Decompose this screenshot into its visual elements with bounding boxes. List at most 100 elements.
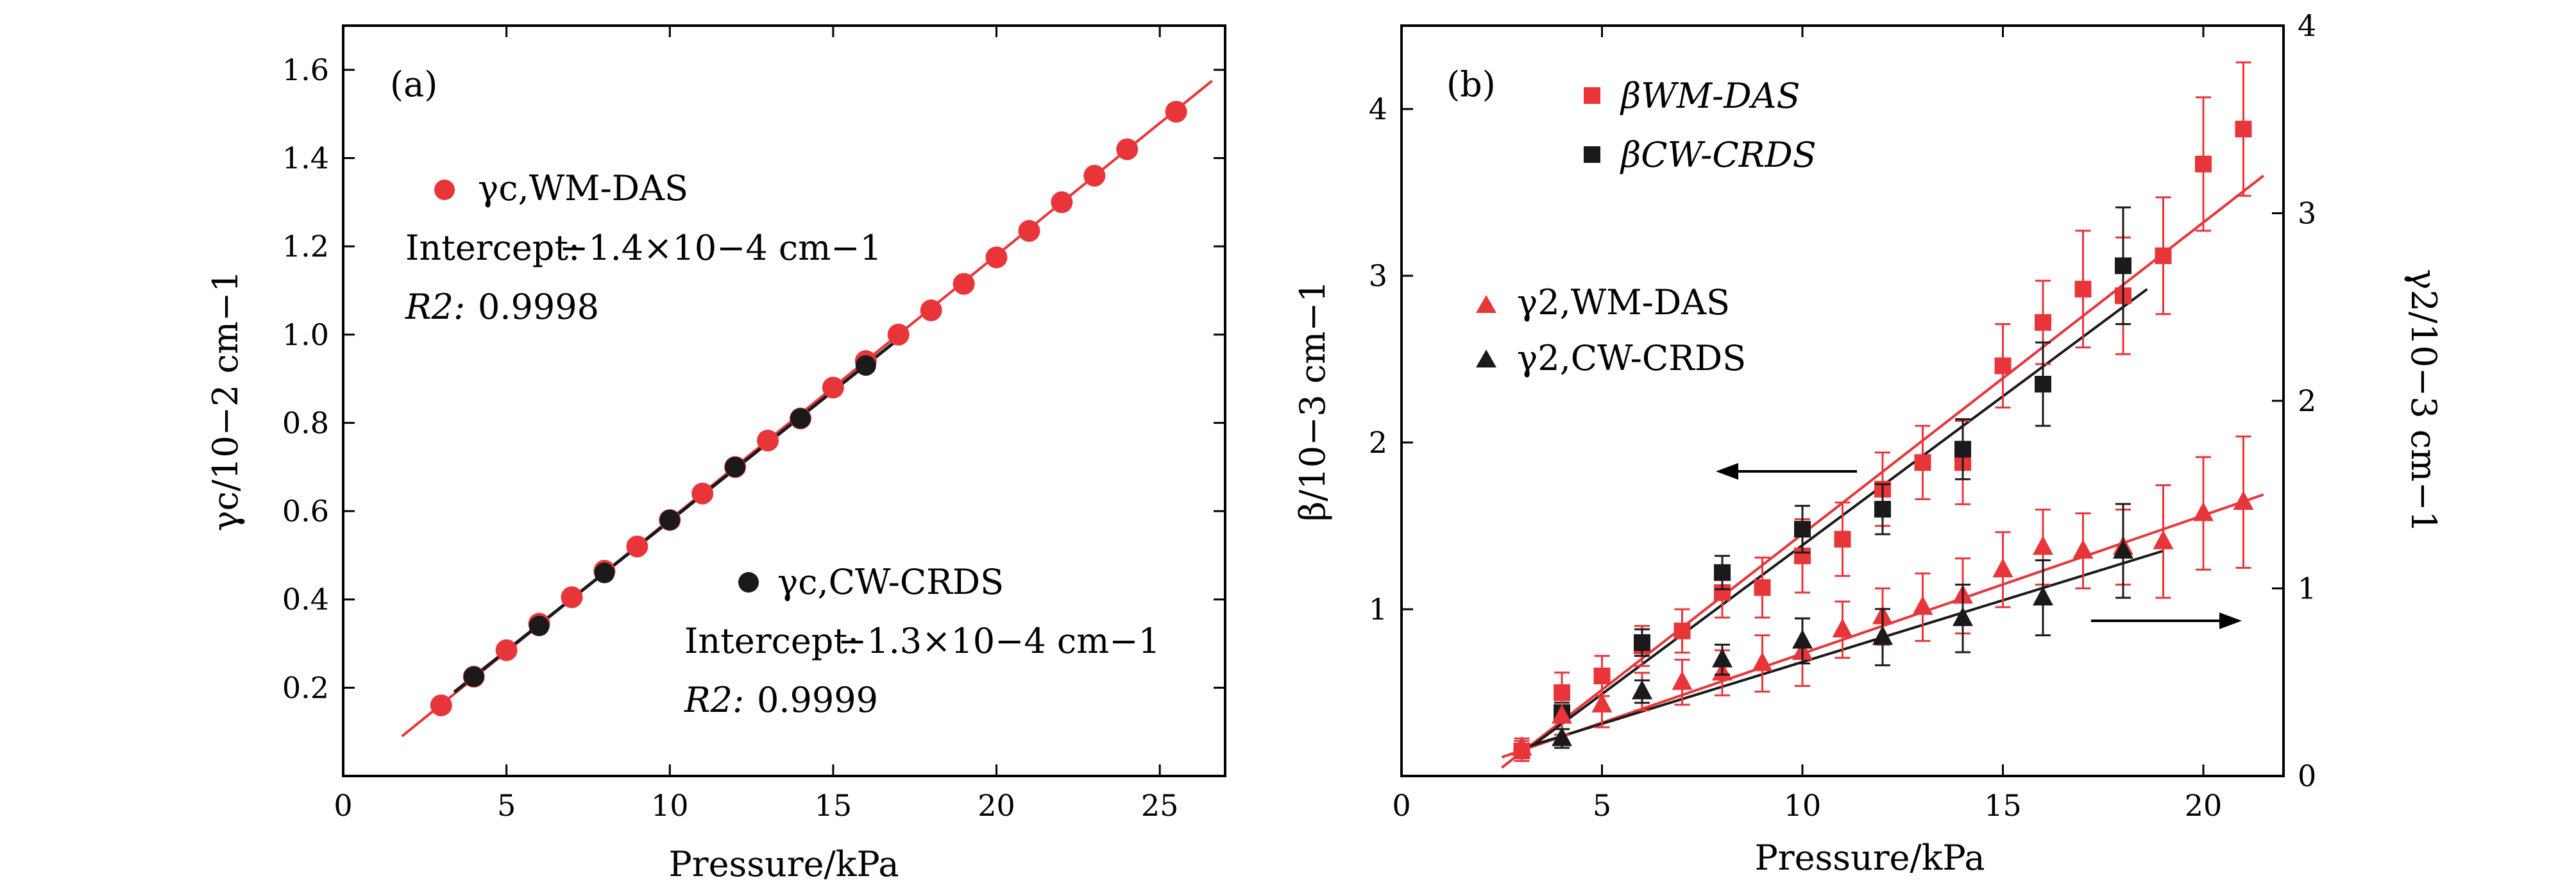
legend-marker-beta-cw-crds xyxy=(1584,146,1600,163)
point-b-2-wm-das-17 xyxy=(2193,502,2214,521)
point-b-2-wm-das-2 xyxy=(1591,693,1613,713)
point-a-c-wm-das-12 xyxy=(822,376,844,399)
y-tick-label-a-1-0: 1.0 xyxy=(282,317,329,352)
x-tick-label-b-0: 0 xyxy=(1392,788,1411,823)
point-b-2-cw-crds-0 xyxy=(1552,727,1572,746)
point-b-2-cw-crds-6 xyxy=(2033,586,2053,606)
y-tick-label-right-b-3: 3 xyxy=(2298,196,2316,231)
y-tick-label-left-b-1: 1 xyxy=(1369,592,1387,627)
y-tick-label-left-b-2: 2 xyxy=(1369,425,1387,460)
point-a-c-wm-das-4 xyxy=(561,586,583,609)
point-b-2-cw-crds-5 xyxy=(1953,607,1973,627)
point-b-wm-das-8 xyxy=(1834,530,1851,548)
y-tick-label-a-1-2: 1.2 xyxy=(282,229,329,264)
panel-a-marks xyxy=(401,80,1213,738)
point-b-cw-crds-6 xyxy=(2035,376,2051,392)
point-a-c-wm-das-19 xyxy=(1051,191,1073,214)
y-tick-label-a-0-4: 0.4 xyxy=(282,582,329,617)
legend-label-cw-crds: γc,CW-CRDS xyxy=(777,562,1004,602)
legend-gamma2-wm-das: γ2,WM-DAS xyxy=(1476,282,1730,323)
annotation-cw-crds: Intercept: −1.3×10−4 cm−1 R2: 0.9999 xyxy=(684,621,1160,720)
legend-wm-das-a: γc,WM-DAS xyxy=(434,168,688,208)
point-b-2-cw-crds-1 xyxy=(1632,680,1652,700)
point-b-wm-das-17 xyxy=(2195,155,2212,173)
point-b-2-wm-das-13 xyxy=(2033,536,2053,555)
panel-b-label: (b) xyxy=(1446,64,1496,105)
point-b-wm-das-10 xyxy=(1914,454,1931,471)
legend-cw-crds-a: γc,CW-CRDS xyxy=(738,562,1004,602)
x-tick-label-a-10: 10 xyxy=(651,788,689,823)
x-tick-label-b-20: 20 xyxy=(2185,788,2223,823)
point-b-wm-das-6 xyxy=(1754,579,1771,596)
point-a-c-cw-crds-6 xyxy=(855,355,876,376)
panel-a-label: (a) xyxy=(390,64,437,105)
fit-line-b-2-cw-crds xyxy=(1529,550,2164,748)
point-a-c-cw-crds-2 xyxy=(594,562,615,584)
r2-value-cw-crds: 0.9999 xyxy=(757,680,878,720)
point-b-cw-crds-7 xyxy=(2115,257,2131,274)
point-b-wm-das-16 xyxy=(2155,247,2172,264)
point-a-c-wm-das-14 xyxy=(887,323,910,346)
panel-b-ylabel-left: β/10−3 cm−1 xyxy=(1292,280,1333,521)
fit-line-b-cw-crds xyxy=(1529,288,2148,749)
point-a-c-cw-crds-3 xyxy=(659,509,681,530)
r2-label-cw-crds: R2: xyxy=(684,680,744,720)
panel-a-frame xyxy=(342,24,1226,777)
x-tick-label-b-10: 10 xyxy=(1784,788,1822,823)
legend-label-beta-wm-das: βWM-DAS xyxy=(1620,76,1801,116)
legend-label-beta-cw-crds: βCW-CRDS xyxy=(1620,135,1817,175)
point-b-2-wm-das-12 xyxy=(1992,558,2013,578)
x-tick-label-a-15: 15 xyxy=(815,788,852,823)
y-tick-label-right-b-1: 1 xyxy=(2298,571,2316,606)
point-b-cw-crds-4 xyxy=(1874,501,1891,518)
x-tick-label-b-5: 5 xyxy=(1593,788,1611,823)
legend-marker-gamma2-cw-crds xyxy=(1476,350,1496,367)
legend-marker-wm-das xyxy=(434,180,455,200)
legend-label-wm-das: γc,WM-DAS xyxy=(478,168,688,208)
point-b-2-wm-das-16 xyxy=(2153,530,2174,550)
point-a-c-wm-das-22 xyxy=(1165,101,1187,123)
point-b-cw-crds-3 xyxy=(1794,521,1811,538)
legend-marker-gamma2-wm-das xyxy=(1476,295,1496,313)
panel-b-marks xyxy=(1501,61,2264,769)
legend-beta-cw-crds: βCW-CRDS xyxy=(1584,135,1817,175)
annotation-wm-das: Intercept: −1.4×10−4 cm−1 R2: 0.9998 xyxy=(405,228,882,327)
y-tick-label-a-0-6: 0.6 xyxy=(282,494,329,528)
point-a-c-cw-crds-4 xyxy=(725,457,746,478)
y-tick-label-left-b-3: 3 xyxy=(1369,258,1387,293)
point-a-c-wm-das-16 xyxy=(953,273,975,295)
point-a-c-wm-das-6 xyxy=(626,536,648,558)
point-a-c-cw-crds-1 xyxy=(529,616,550,636)
point-b-2-wm-das-18 xyxy=(2233,490,2254,510)
point-b-2-cw-crds-2 xyxy=(1712,648,1733,668)
panel-a: 0 5 10 15 20 25 0.2 0.4 0.6 0.8 1.0 1.2 1.4 1.6 (a) P… xyxy=(205,24,1226,884)
point-a-c-wm-das-0 xyxy=(430,694,452,716)
point-a-c-wm-das-2 xyxy=(495,639,518,661)
point-b-2-cw-crds-3 xyxy=(1792,629,1813,649)
r2-value-wm-das: 0.9998 xyxy=(478,287,599,327)
y-tick-label-a-1-6: 1.6 xyxy=(282,53,329,87)
point-b-2-cw-crds-4 xyxy=(1872,625,1893,645)
panel-b: 0 5 10 15 20 1 2 3 4 0 1 2 3 4 (b) Pressure/kPa β/10−… xyxy=(1292,8,2444,878)
panel-b-ylabel-right: γ2/10−3 cm−1 xyxy=(2403,269,2444,532)
y-tick-label-a-0-8: 0.8 xyxy=(282,405,329,440)
point-b-cw-crds-2 xyxy=(1714,564,1731,581)
point-b-wm-das-18 xyxy=(2235,121,2252,138)
legend-gamma2-cw-crds: γ2,CW-CRDS xyxy=(1476,338,1746,378)
point-b-wm-das-4 xyxy=(1674,622,1691,639)
intercept-value-cw-crds: −1.3×10−4 cm−1 xyxy=(838,621,1160,661)
y-tick-label-right-b-4: 4 xyxy=(2298,8,2316,43)
legend-beta-wm-das: βWM-DAS xyxy=(1584,76,1801,116)
intercept-value-wm-das: −1.4×10−4 cm−1 xyxy=(559,228,882,268)
point-a-c-cw-crds-5 xyxy=(790,408,811,429)
point-a-c-wm-das-15 xyxy=(920,299,942,321)
y-tick-label-a-0-2: 0.2 xyxy=(282,670,329,705)
point-b-2-wm-das-14 xyxy=(2072,539,2094,559)
x-tick-label-a-5: 5 xyxy=(497,788,516,823)
panel-b-xlabel: Pressure/kPa xyxy=(1754,838,1985,878)
legend-label-gamma2-wm-das: γ2,WM-DAS xyxy=(1517,282,1730,323)
panel-b-ticks: 0 5 10 15 20 1 2 3 4 0 1 2 3 4 xyxy=(1369,8,2317,823)
x-tick-label-a-25: 25 xyxy=(1141,788,1179,823)
point-a-c-wm-das-8 xyxy=(691,482,714,505)
